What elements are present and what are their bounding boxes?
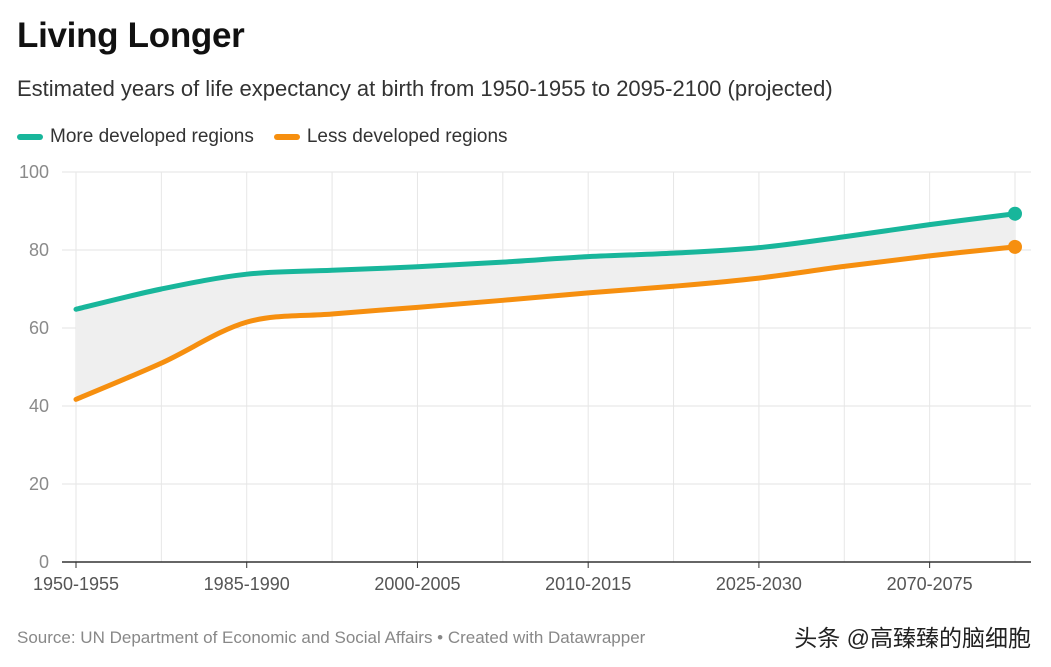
- x-tick-label-1: 1985-1990: [204, 574, 290, 594]
- fill-between-series: [76, 213, 1015, 400]
- series-line-less-developed: [73, 244, 1018, 402]
- legend-item-less-developed: Less developed regions: [273, 126, 508, 148]
- series-end-dot-less-developed: [1008, 239, 1022, 254]
- legend-label-less-developed: Less developed regions: [306, 126, 508, 147]
- legend: More developed regions Less developed re…: [17, 126, 528, 148]
- legend-swatch-less-developed: [273, 134, 300, 140]
- y-tick-label-80: 80: [29, 240, 49, 260]
- chart-title: Living Longer: [17, 16, 245, 55]
- y-tick-label-100: 100: [19, 162, 49, 182]
- legend-label-more-developed: More developed regions: [50, 126, 254, 147]
- x-tick-label-3: 2010-2015: [545, 574, 631, 594]
- y-tick-label-40: 40: [29, 396, 49, 416]
- x-tick-label-5: 2070-2075: [887, 574, 973, 594]
- tick-labels: 0 20 40 60 80 100 1950-1955 1985-1990 2000-2005 2…: [19, 162, 973, 594]
- series-lines: [73, 206, 1022, 402]
- legend-swatch-more-developed: [17, 134, 43, 140]
- x-tick-label-0: 1950-1955: [33, 574, 119, 594]
- gap-fill-area: [76, 213, 1015, 400]
- chart-subtitle: Estimated years of life expectancy at bi…: [17, 76, 833, 101]
- source-note: Source: UN Department of Economic and So…: [17, 628, 646, 647]
- series-line-more-developed: [73, 211, 1018, 312]
- y-tick-label-20: 20: [29, 474, 49, 494]
- axes: [62, 561, 1031, 568]
- legend-item-more-developed: More developed regions: [17, 126, 254, 148]
- series-end-dot-more-developed: [1008, 206, 1022, 221]
- x-tick-label-4: 2025-2030: [716, 574, 802, 594]
- y-tick-label-0: 0: [39, 552, 49, 572]
- x-tick-label-2: 2000-2005: [374, 574, 460, 594]
- watermark: 头条 @高臻臻的脑细胞: [794, 625, 1031, 651]
- y-tick-label-60: 60: [29, 318, 49, 338]
